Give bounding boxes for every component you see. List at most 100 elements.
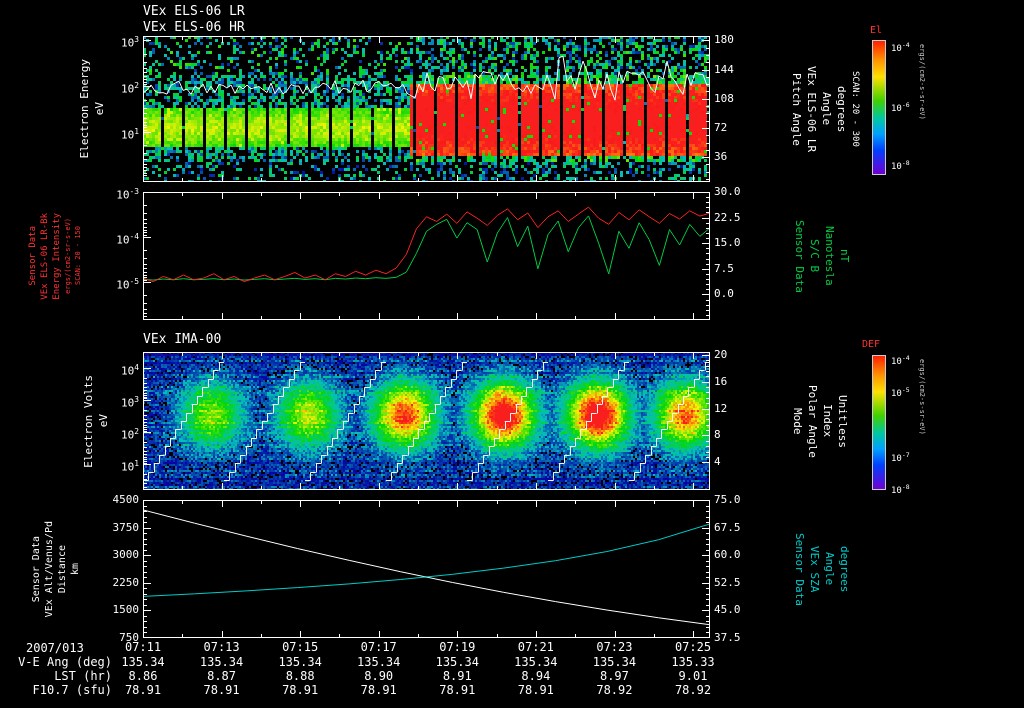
axis-title-text: VEx ELS-06 LR [805,65,818,153]
axis-title-text: Nanotesla [823,226,836,286]
table-value: 8.97 [599,669,629,683]
table-value: 8.94 [521,669,551,683]
panel4-right-tick-label: 60.0 [714,548,741,562]
panel1-y-tick-label: 101 [120,126,139,142]
axis-title-text: Electron Energy [78,59,91,159]
colorbar1-units: ergs/(cm2-s-sr-eV) [918,44,926,120]
axis-title-text: Sensor Data [793,219,806,293]
panel3-title: VEx IMA-00 [143,332,222,347]
panel4-y-tick-label: 2250 [112,575,140,589]
panel3-y-tick-label: 103 [120,395,139,410]
colorbar2-title: DEF [862,339,881,350]
axis-title-text: degrees [835,85,848,133]
time-label: 07:21 [517,640,554,654]
panel2-y-tick-label: 10-4 [116,231,139,247]
panel1-right-axis-title: Pitch Angle VEx ELS-06 LR Angle degrees … [788,36,862,182]
table-value: 78.91 [439,683,476,697]
axis-title-text: Sensor Data [793,532,806,606]
table-value: 78.91 [124,683,162,697]
axis-title-text: Angle [823,552,836,586]
panel3-y-tick-label: 104 [120,362,139,378]
panel3-y-tick-label: 101 [120,458,139,474]
intensity-bfield-panel [143,192,710,320]
axis-title-text: km [70,562,81,576]
panel1-y-axis-title: Electron Energy eV [76,36,108,182]
axis-title-text: SCAN: 20 - 150 [74,226,82,286]
panel2-right-tick-label: 30.0 [714,185,741,198]
panel4-y-tick-label: 3000 [112,548,140,562]
table-value: 78.91 [282,683,319,697]
panel4-y-tick-label: 3750 [112,520,140,534]
axis-title-text: Pitch Angle [790,72,803,146]
axis-title-text: Electron Volts [82,374,95,468]
panel4-right-tick-label: 75.0 [714,493,741,506]
panel4-y-tick-label: 1500 [112,603,140,617]
panel3-right-tick-label: 12 [714,401,728,415]
panel4-y-tick-label: 4500 [112,493,140,506]
panel3-y-tick-label: 102 [120,427,139,442]
colorbar-tick-label: 10-6 [891,100,910,114]
axis-title-text: VEx Alt/Venus/Pd [44,520,55,618]
table-value: 135.33 [671,655,715,669]
colorbar-tick-label: 10-8 [891,158,910,172]
axis-title-text: Energy Intensity [52,212,62,300]
colorbar-tick-label: 10-5 [891,386,910,400]
panel1-y-tick-label: 103 [120,35,139,51]
colorbar-tick-label: 10-4 [891,353,910,367]
panel2-y-tick-label: 10-3 [116,187,139,202]
axis-title-text: S/C B [808,239,821,273]
panel2-right-tick-label: 0.0 [714,287,734,301]
alt-sza-panel [143,500,710,638]
colorbar-tick-label: 10-8 [891,483,910,497]
panel1-right-tick-label: 144 [714,62,734,76]
axis-title-text: Index [821,404,834,438]
axis-title-text: nT [838,249,851,263]
panel4-right-tick-label: 45.0 [714,603,741,617]
time-label: 07:15 [282,640,319,654]
axis-title-text: Sensor Data [28,226,38,286]
axis-title-text: ergs/(cm2-sr-s-eV) [64,218,72,294]
axis-title-text: Angle [820,92,833,126]
panel4-right-tick-label: 37.5 [714,631,741,644]
axis-title-text: Mode [791,407,804,435]
row-label-ve-ang: V-E Ang (deg) [18,655,112,669]
panel2-y-tick-label: 10-5 [116,276,139,292]
panel4-right-tick-label: 52.5 [714,575,741,589]
axis-title-text: VEx SZA [808,545,821,593]
colorbar1-title: El [870,25,883,36]
colorbar-tick-label: 10-7 [891,450,910,464]
axis-title-text: degrees [838,545,851,593]
panel4-right-axis-title: Sensor Data VEx SZA Angle degrees [792,500,852,638]
panel2-right-tick-label: 7.5 [714,261,734,275]
time-label: 07:17 [360,640,397,654]
panel3-right-tick-label: 8 [714,428,721,442]
axis-title-text: VEx ELS-06 LR-Bk [40,212,50,300]
table-value: 135.34 [278,655,322,669]
table-value: 78.91 [360,683,397,697]
panel1-title-lr: VEx ELS-06 LR [143,4,245,19]
table-value: 78.91 [517,683,554,697]
table-value: 8.91 [442,669,472,683]
table-value: 135.34 [357,655,401,669]
panel3-right-tick-label: 4 [714,455,721,469]
panel1-right-tick-label: 72 [714,120,728,134]
table-value: 135.34 [514,655,558,669]
panel1-right-tick-label: 36 [714,150,728,164]
time-label: 07:13 [203,640,240,654]
table-value: 78.91 [203,683,240,697]
panel2-right-axis-title: Sensor Data S/C B Nanotesla nT [792,192,852,320]
panel3-right-tick-label: 16 [714,374,728,388]
date-label: 2007/013 [26,641,84,655]
table-value: 135.34 [121,655,165,669]
axis-title-text: SCAN: 20 - 300 [850,71,860,147]
table-value: 8.87 [207,669,237,683]
els-spectrogram-panel [143,36,710,182]
axis-title-text: Sensor Data [31,535,42,603]
table-value: 8.88 [285,669,315,683]
panel3-right-tick-label: 20 [714,347,728,361]
panel1-right-tick-label: 180 [714,33,734,47]
axis-title-text: Polar Angle [806,384,819,458]
colorbar2-units: ergs/(cm2-s-sr-eV) [918,359,926,435]
panel1-y-tick-label: 102 [120,81,139,97]
